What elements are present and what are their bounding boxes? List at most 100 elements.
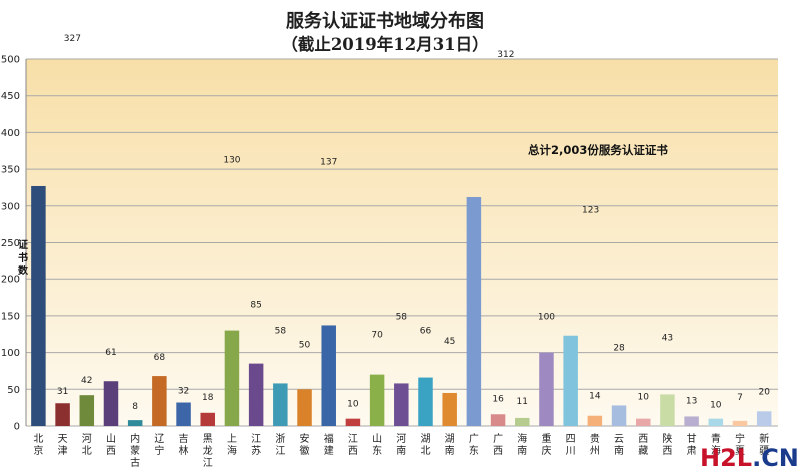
category-label: 湖北 <box>420 433 430 457</box>
data-label: 70 <box>371 331 383 341</box>
y-tick-label: 0 <box>14 422 20 433</box>
category-label: 北京 <box>33 433 43 457</box>
y-tick-label: 450 <box>1 91 20 102</box>
bar <box>587 415 603 426</box>
data-label: 58 <box>396 312 408 322</box>
y-tick-label: 50 <box>7 385 20 396</box>
bar <box>152 376 167 426</box>
data-label: 130 <box>223 156 240 166</box>
data-label: 327 <box>64 34 81 44</box>
y-axis-label-char: 书 <box>18 251 28 264</box>
y-tick-label: 250 <box>1 238 20 249</box>
watermark-domain: .CN <box>752 444 799 472</box>
data-label: 312 <box>497 50 514 60</box>
bar <box>490 414 506 426</box>
data-label: 14 <box>589 392 601 402</box>
bar <box>273 383 288 426</box>
category-label: 广东 <box>469 433 479 457</box>
y-tick-label: 150 <box>1 311 20 322</box>
data-label: 10 <box>710 401 722 411</box>
data-label: 137 <box>320 157 337 167</box>
y-tick-label: 200 <box>1 275 20 286</box>
data-label: 42 <box>81 376 92 386</box>
data-label: 8 <box>132 402 138 412</box>
data-label: 58 <box>275 326 287 336</box>
category-label: 山东 <box>372 433 382 457</box>
bar <box>684 416 699 426</box>
y-tick-label: 500 <box>1 55 20 66</box>
bar <box>321 325 336 426</box>
bar <box>248 363 264 426</box>
category-label: 辽宁 <box>154 433 164 457</box>
data-label: 11 <box>517 397 528 407</box>
category-label: 四川 <box>566 434 576 457</box>
data-label: 50 <box>299 340 311 350</box>
data-label: 85 <box>250 301 261 311</box>
data-label: 28 <box>613 343 625 353</box>
chart-title: 服务认证证书地域分布图 <box>286 10 484 32</box>
bar <box>708 418 724 426</box>
bar <box>611 405 627 426</box>
category-label: 重庆 <box>541 432 551 457</box>
data-label: 16 <box>492 394 504 404</box>
bar <box>563 335 578 426</box>
category-label: 浙江 <box>275 433 285 457</box>
category-label: 福建 <box>324 432 334 457</box>
y-axis-label-char: 数 <box>18 264 29 277</box>
bar <box>224 330 240 426</box>
y-tick-label: 350 <box>1 165 20 176</box>
category-label: 江苏 <box>251 433 261 457</box>
watermark-main: H2L <box>700 444 752 472</box>
bar <box>442 392 457 426</box>
y-axis-ticks: 0 50 100 150 200 250 300 350 400 450 500 <box>1 55 20 433</box>
category-label: 广西 <box>493 433 503 457</box>
category-label: 湖南 <box>445 433 455 457</box>
bar <box>79 395 95 426</box>
data-label: 10 <box>638 393 650 403</box>
bar <box>732 420 748 426</box>
category-label: 新疆 <box>759 432 769 457</box>
data-label: 68 <box>154 353 166 363</box>
data-label: 123 <box>582 206 599 216</box>
category-label: 西藏 <box>638 434 648 457</box>
data-label: 7 <box>737 393 743 403</box>
category-label: 山西 <box>106 433 116 457</box>
category-label: 海南 <box>517 432 527 457</box>
bars <box>31 185 772 426</box>
category-label: 陕西 <box>662 432 672 457</box>
category-label: 天津 <box>58 434 68 457</box>
category-label: 贵州 <box>590 432 600 457</box>
bar <box>200 412 216 426</box>
data-label: 13 <box>686 396 697 406</box>
category-label: 内蒙古 <box>130 432 140 469</box>
y-tick-label: 300 <box>1 201 20 212</box>
category-label: 上海 <box>227 433 237 457</box>
y-tick-label: 100 <box>1 348 20 359</box>
watermark: H2L.CN <box>700 444 799 472</box>
bar <box>418 377 433 426</box>
data-label: 61 <box>105 348 116 358</box>
bar <box>297 389 312 426</box>
data-label: 100 <box>538 313 555 323</box>
bar <box>539 352 554 426</box>
bar <box>660 394 675 426</box>
category-label: 河北 <box>82 433 92 457</box>
y-tick-label: 400 <box>1 128 20 139</box>
category-label: 黑龙江 <box>203 433 213 469</box>
data-label: 66 <box>420 327 432 337</box>
data-label: 20 <box>758 387 770 397</box>
data-label: 18 <box>202 393 214 403</box>
category-label: 江西 <box>348 433 358 457</box>
bar <box>515 417 530 426</box>
bar <box>176 402 191 426</box>
bar <box>31 185 46 426</box>
data-label: 10 <box>347 400 359 410</box>
category-label: 宁夏 <box>735 432 745 457</box>
bar <box>55 403 70 426</box>
bar <box>635 418 651 426</box>
category-label: 河南 <box>396 433 406 457</box>
bar <box>103 381 119 426</box>
data-label: 45 <box>444 337 455 347</box>
